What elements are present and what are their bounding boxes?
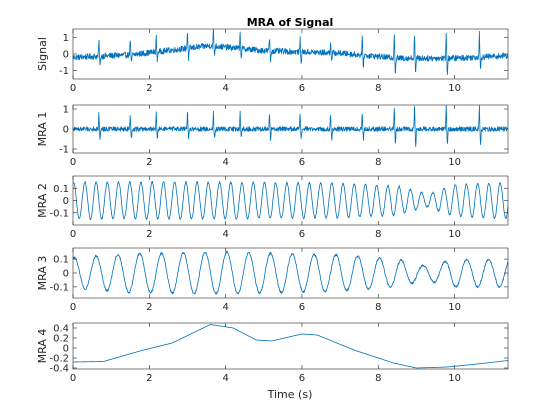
y-tick-label: 0.1 — [53, 255, 69, 266]
x-tick-label: 2 — [146, 373, 152, 384]
x-tick-label: 6 — [299, 83, 305, 94]
x-tick-label: 0 — [70, 157, 76, 168]
x-tick-label: 2 — [146, 83, 152, 94]
x-tick-label: 0 — [70, 373, 76, 384]
y-tick-label: 0.4 — [53, 324, 69, 335]
x-tick-label: 10 — [448, 83, 461, 94]
x-tick-label: 2 — [146, 302, 152, 313]
x-tick-label: 6 — [299, 302, 305, 313]
axes-box-5 — [72, 322, 509, 370]
x-tick-label: 8 — [375, 373, 381, 384]
x-tick-label: 6 — [299, 373, 305, 384]
x-tick-label: 0 — [70, 302, 76, 313]
y-axis-label-1: Signal — [36, 37, 49, 71]
chart-title: MRA of Signal — [247, 16, 334, 29]
y-axis-label-2: MRA 1 — [36, 112, 49, 147]
y-tick-label: 1 — [63, 105, 69, 116]
y-tick-label: -0.1 — [49, 282, 69, 293]
series-line-2 — [72, 104, 509, 147]
y-tick-label: 1 — [63, 33, 69, 44]
y-axis-label-4: MRA 3 — [36, 256, 49, 291]
x-tick-label: 4 — [222, 157, 228, 168]
x-tick-label: 4 — [222, 83, 228, 94]
x-tick-label: 6 — [299, 157, 305, 168]
x-tick-label: 2 — [146, 229, 152, 240]
x-tick-label: 8 — [375, 83, 381, 94]
y-axis-label-5: MRA 4 — [36, 329, 49, 364]
x-tick-label: 4 — [222, 373, 228, 384]
series-line-5 — [72, 324, 509, 369]
y-tick-label: -0.2 — [49, 354, 69, 365]
x-axis-label: Time (s) — [267, 388, 313, 401]
x-tick-label: 10 — [448, 229, 461, 240]
x-tick-label: 10 — [448, 157, 461, 168]
y-tick-label: 0 — [63, 269, 69, 280]
x-tick-label: 10 — [448, 302, 461, 313]
series-line-3 — [72, 180, 509, 221]
y-tick-label: -1 — [59, 66, 69, 77]
y-tick-label: 0.1 — [53, 184, 69, 195]
x-tick-label: 0 — [70, 83, 76, 94]
series-line-4 — [72, 250, 509, 295]
y-tick-label: -0.1 — [49, 208, 69, 219]
x-tick-label: 6 — [299, 229, 305, 240]
y-axis-label-3: MRA 2 — [36, 183, 49, 218]
x-tick-label: 0 — [70, 229, 76, 240]
y-tick-label: 0 — [63, 196, 69, 207]
series-line-1 — [72, 28, 509, 75]
x-tick-label: 10 — [448, 373, 461, 384]
y-tick-label: 0 — [63, 344, 69, 355]
x-tick-label: 4 — [222, 302, 228, 313]
x-tick-label: 8 — [375, 302, 381, 313]
y-tick-label: 0 — [63, 50, 69, 61]
x-tick-label: 4 — [222, 229, 228, 240]
y-tick-label: 0 — [63, 125, 69, 136]
x-tick-label: 2 — [146, 157, 152, 168]
x-tick-label: 8 — [375, 157, 381, 168]
y-tick-label: 0.2 — [53, 334, 69, 345]
x-tick-label: 8 — [375, 229, 381, 240]
y-tick-label: -1 — [59, 145, 69, 156]
y-tick-label: -0.4 — [49, 364, 69, 375]
